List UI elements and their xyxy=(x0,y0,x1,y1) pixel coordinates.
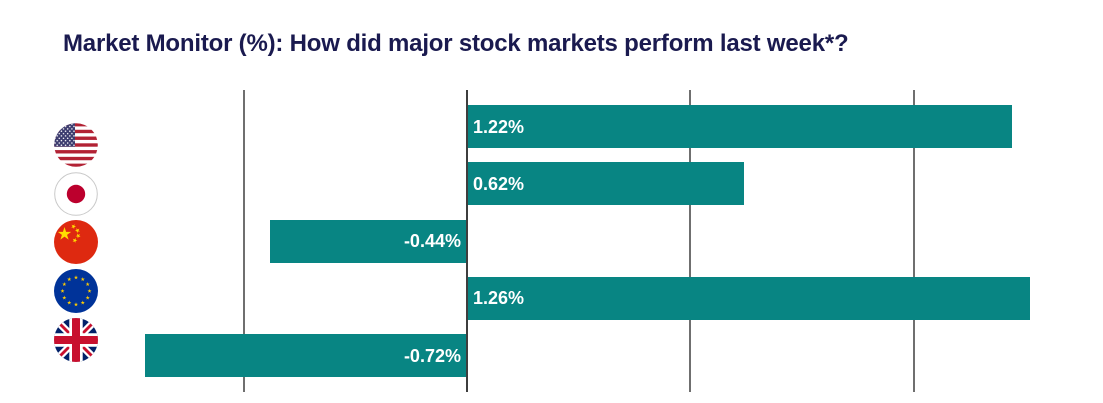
china-flag-icon xyxy=(54,220,98,265)
gridline xyxy=(689,90,692,392)
bar-european-union: 1.26% xyxy=(467,276,1030,320)
zero-axis-line xyxy=(466,90,468,392)
bar-japan: 0.62% xyxy=(467,162,745,206)
us-flag-icon xyxy=(54,123,98,167)
bar-value-label: -0.44% xyxy=(403,231,461,252)
japan-flag-icon xyxy=(54,171,98,216)
bar-value-label: 1.26% xyxy=(473,288,525,309)
eu-flag-icon xyxy=(54,269,98,313)
bar-united-states: 1.22% xyxy=(467,105,1013,148)
uk-flag-icon xyxy=(54,317,98,362)
bar-value-label: -0.72% xyxy=(403,345,461,366)
gridline xyxy=(912,90,915,392)
bar-value-label: 0.62% xyxy=(473,173,525,194)
chart-title: Market Monitor (%): How did major stock … xyxy=(63,30,849,57)
bar-china: -0.44% xyxy=(270,219,467,263)
bar-value-label: 1.22% xyxy=(473,116,525,137)
bar-united-kingdom: -0.72% xyxy=(145,334,467,378)
gridline xyxy=(242,90,245,392)
